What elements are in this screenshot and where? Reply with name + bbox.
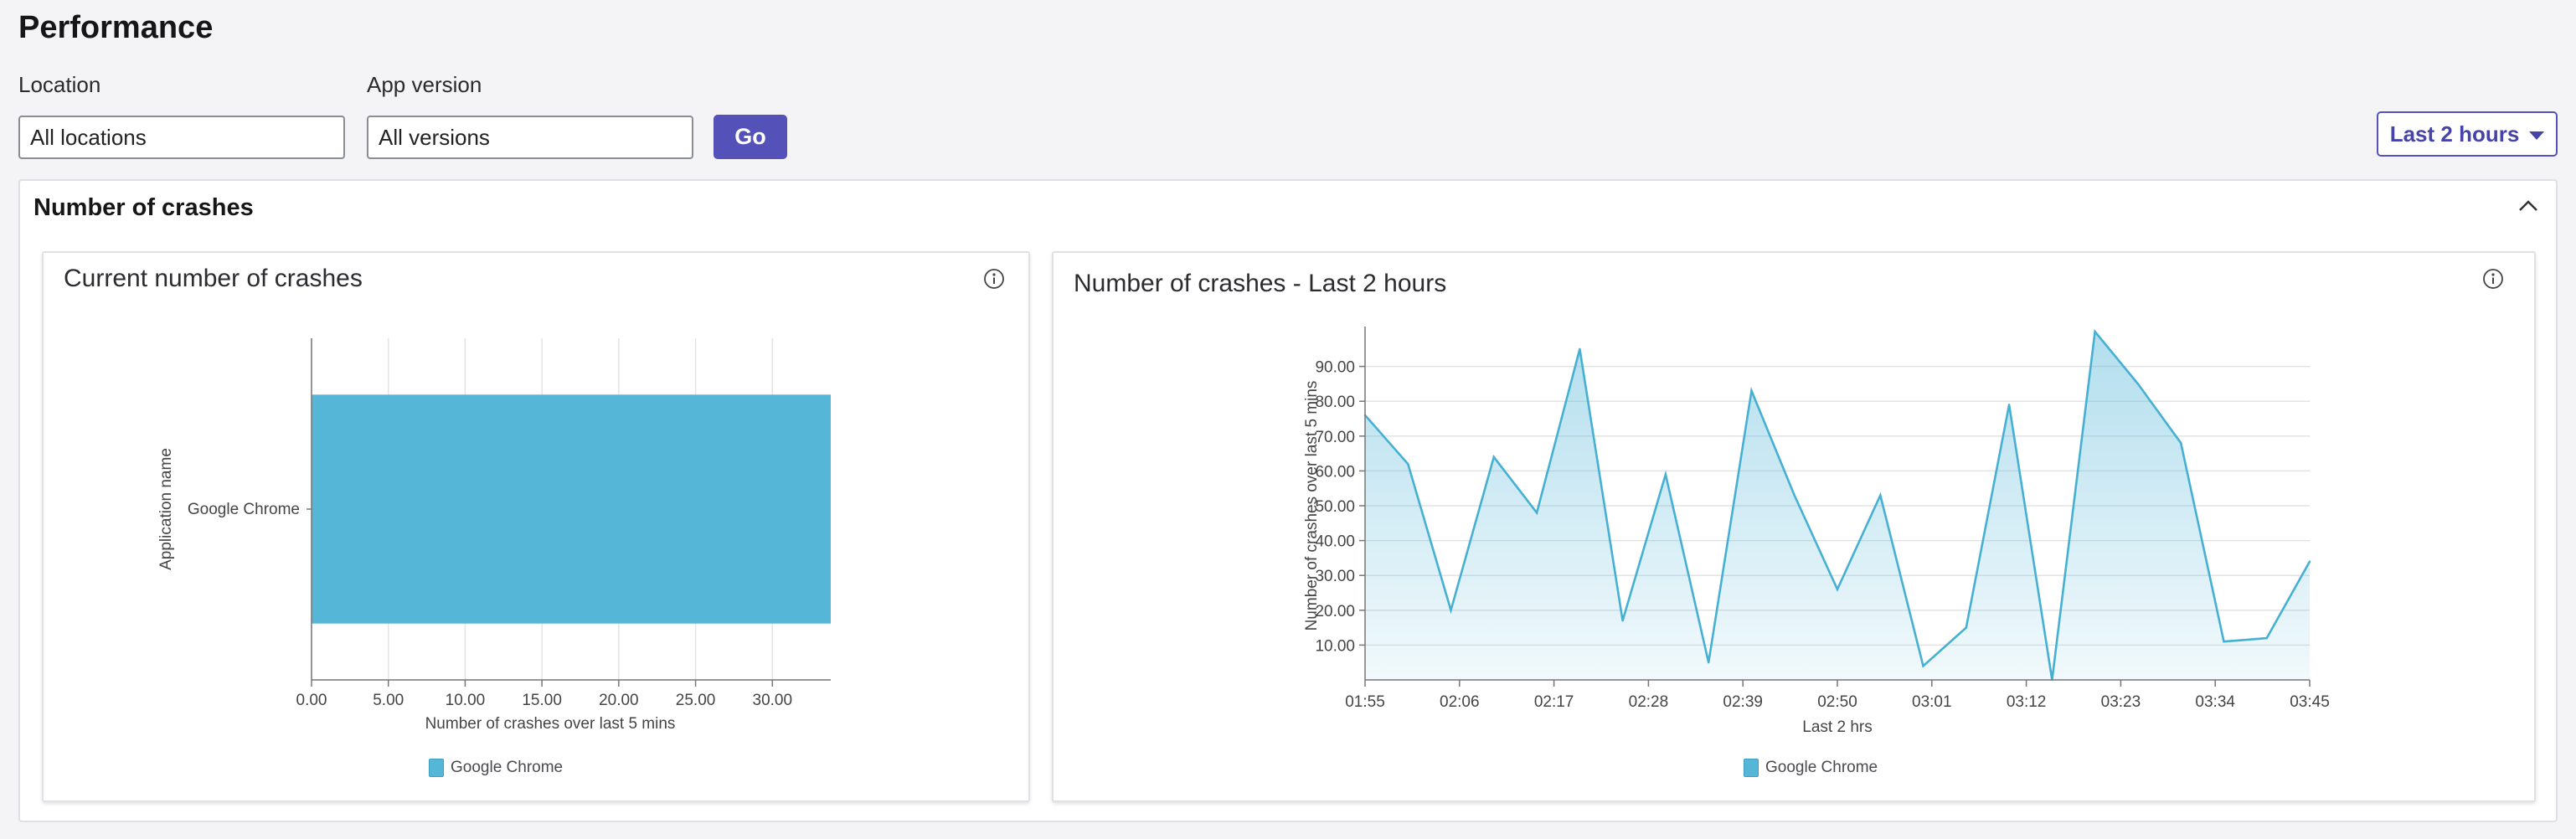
y-axis-label: Application name bbox=[157, 448, 175, 570]
data-point bbox=[1922, 665, 1924, 667]
x-tick-label: 02:39 bbox=[1723, 693, 1763, 711]
y-tick-label: 90.00 bbox=[1315, 359, 1355, 377]
area-chart-legend[interactable]: Google Chrome bbox=[1744, 759, 1878, 777]
app-version-label: App version bbox=[367, 72, 482, 97]
legend-swatch bbox=[1744, 759, 1759, 777]
location-label: Location bbox=[18, 72, 101, 97]
x-tick-label: 15.00 bbox=[522, 692, 562, 709]
y-tick-label: Google Chrome bbox=[188, 501, 300, 518]
data-point bbox=[1492, 456, 1496, 458]
x-axis-label: Number of crashes over last 5 mins bbox=[425, 715, 676, 733]
bar bbox=[312, 394, 831, 624]
y-tick-label: 10.00 bbox=[1315, 637, 1355, 655]
legend-label: Google Chrome bbox=[1765, 759, 1878, 776]
x-tick-label: 20.00 bbox=[599, 692, 639, 709]
x-tick-label: 30.00 bbox=[753, 692, 793, 709]
crashes-over-time-title: Number of crashes - Last 2 hours bbox=[1074, 270, 1447, 297]
legend-label: Google Chrome bbox=[451, 759, 564, 776]
x-tick-label: 02:17 bbox=[1534, 693, 1574, 711]
chevron-up-icon[interactable] bbox=[2516, 196, 2541, 216]
data-point bbox=[1879, 494, 1882, 497]
current-crashes-title: Current number of crashes bbox=[64, 265, 363, 292]
data-point bbox=[2007, 404, 2011, 406]
caret-down-icon bbox=[2529, 131, 2545, 140]
x-tick-label: 5.00 bbox=[373, 692, 404, 709]
crashes-over-time-card: Number of crashes - Last 2 hours 10.00 20… bbox=[1052, 251, 2536, 802]
data-point bbox=[1750, 389, 1753, 392]
y-tick-label: 80.00 bbox=[1315, 394, 1355, 411]
data-point bbox=[1965, 626, 1968, 629]
data-point bbox=[1621, 620, 1624, 622]
x-tick-label: 03:23 bbox=[2101, 693, 2141, 711]
data-point bbox=[1407, 462, 1409, 466]
x-tick-label: 25.00 bbox=[676, 692, 716, 709]
go-button[interactable]: Go bbox=[714, 115, 787, 159]
y-axis-label: Number of crashes over last 5 mins bbox=[1303, 381, 1321, 631]
data-point bbox=[2308, 560, 2311, 563]
y-tick-label: 30.00 bbox=[1315, 568, 1355, 585]
data-point bbox=[1707, 661, 1710, 664]
area-fill bbox=[1365, 332, 2310, 680]
app-version-input[interactable] bbox=[367, 116, 693, 159]
x-tick-label: 10.00 bbox=[446, 692, 486, 709]
y-tick-label: 20.00 bbox=[1315, 603, 1355, 620]
y-tick-label: 70.00 bbox=[1315, 429, 1355, 446]
location-input[interactable] bbox=[18, 116, 345, 159]
data-point bbox=[2223, 641, 2225, 643]
data-point bbox=[1579, 347, 1581, 350]
current-crashes-card: Current number of crashes 0.00 5.00 10.00 1… bbox=[42, 251, 1030, 802]
bar-chart: 0.00 5.00 10.00 15.00 20.00 25.00 30.00 Google … bbox=[157, 338, 831, 733]
x-tick-label: 02:06 bbox=[1440, 693, 1480, 711]
x-axis-label: Last 2 hrs bbox=[1802, 718, 1872, 736]
x-tick-label: 03:12 bbox=[2007, 693, 2047, 711]
data-point bbox=[1793, 494, 1795, 497]
x-tick-label: 03:01 bbox=[1912, 693, 1952, 711]
x-tick-label: 01:55 bbox=[1345, 693, 1385, 711]
crashes-section: Number of crashes Current number of cras… bbox=[18, 179, 2558, 822]
page-title: Performance bbox=[18, 10, 214, 45]
y-tick-label: 40.00 bbox=[1315, 533, 1355, 551]
x-tick-label: 03:45 bbox=[2290, 693, 2330, 711]
data-point bbox=[2179, 441, 2182, 445]
data-point bbox=[1664, 473, 1667, 476]
time-range-label: Last 2 hours bbox=[2389, 121, 2520, 147]
info-icon[interactable] bbox=[983, 268, 1005, 290]
x-tick-label: 02:28 bbox=[1629, 693, 1669, 711]
area-chart: 10.00 20.00 30.00 40.00 50.00 60.00 70.00 80.00… bbox=[1303, 327, 2330, 736]
bar-chart-legend[interactable]: Google Chrome bbox=[429, 759, 563, 777]
data-point bbox=[2265, 636, 2268, 640]
y-tick-label: 50.00 bbox=[1315, 498, 1355, 516]
legend-swatch bbox=[429, 759, 444, 777]
data-point bbox=[2094, 330, 2096, 333]
data-point bbox=[1836, 588, 1839, 591]
data-point bbox=[2136, 383, 2140, 385]
info-icon[interactable] bbox=[2482, 268, 2504, 290]
data-point bbox=[1535, 512, 1538, 514]
x-tick-label: 02:50 bbox=[1817, 693, 1857, 711]
x-tick-label: 0.00 bbox=[296, 692, 327, 709]
time-range-dropdown[interactable]: Last 2 hours bbox=[2377, 111, 2558, 157]
y-tick-label: 60.00 bbox=[1315, 463, 1355, 481]
data-point bbox=[1450, 609, 1452, 611]
x-tick-label: 03:34 bbox=[2195, 693, 2235, 711]
section-title: Number of crashes bbox=[33, 194, 254, 221]
